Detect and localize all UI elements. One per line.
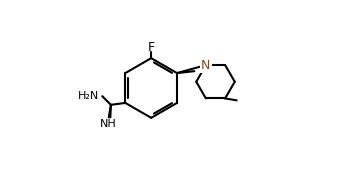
Text: N: N <box>201 59 211 72</box>
Text: H₂N: H₂N <box>78 91 99 101</box>
Text: NH: NH <box>100 119 116 129</box>
Text: F: F <box>148 41 155 54</box>
